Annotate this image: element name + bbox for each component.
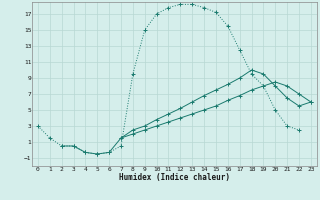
X-axis label: Humidex (Indice chaleur): Humidex (Indice chaleur) — [119, 173, 230, 182]
